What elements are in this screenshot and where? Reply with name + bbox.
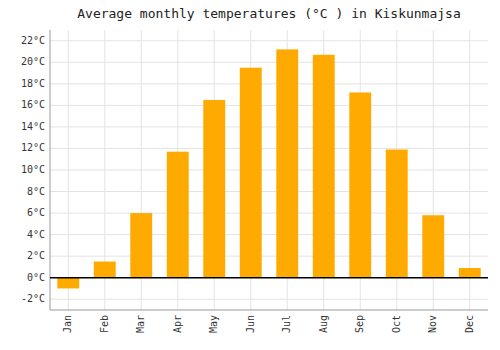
y-tick-label: 2°C	[27, 250, 45, 261]
x-tick-label: Aug	[318, 315, 329, 333]
y-tick-label: 16°C	[21, 99, 45, 110]
bar	[313, 55, 335, 278]
y-grid-line	[50, 277, 488, 278]
x-tick-label: Dec	[464, 315, 475, 333]
bar	[459, 268, 481, 278]
bar	[386, 150, 408, 278]
y-grid-line	[50, 62, 488, 63]
y-tick-label: 18°C	[21, 78, 45, 89]
chart-container: Average monthly temperatures (°C ) in Ki…	[0, 0, 500, 350]
x-tick-label: Jul	[281, 315, 292, 333]
y-tick-label: 8°C	[27, 186, 45, 197]
y-tick-label: 6°C	[27, 207, 45, 218]
y-tick-label: 4°C	[27, 229, 45, 240]
x-tick-label: Jun	[245, 315, 256, 333]
bar	[130, 213, 152, 278]
y-axis-line	[50, 30, 51, 310]
bar	[422, 215, 444, 277]
y-grid-line	[50, 191, 488, 192]
y-tick-label: 0°C	[27, 272, 45, 283]
y-grid-line	[50, 105, 488, 106]
y-grid-line	[50, 213, 488, 214]
chart-svg: Average monthly temperatures (°C ) in Ki…	[0, 0, 500, 350]
bar	[203, 100, 225, 278]
bar	[240, 68, 262, 278]
y-grid-line	[50, 299, 488, 300]
y-tick-label: 10°C	[21, 164, 45, 175]
y-tick-label: 12°C	[21, 142, 45, 153]
y-grid-line	[50, 83, 488, 84]
x-tick-label: Jan	[62, 315, 73, 333]
y-tick-label: -2°C	[21, 293, 45, 304]
bar	[167, 152, 189, 278]
x-tick-label: Feb	[99, 315, 110, 333]
y-tick-label: 14°C	[21, 121, 45, 132]
title: Average monthly temperatures (°C ) in Ki…	[77, 6, 461, 21]
bar	[57, 278, 79, 289]
x-tick-label: Oct	[391, 315, 402, 333]
y-grid-line	[50, 148, 488, 149]
y-grid-line	[50, 40, 488, 41]
x-tick-label: May	[208, 315, 219, 333]
zero-line	[50, 277, 488, 279]
x-tick-labels: Jan Feb Mar Apr May Jun Jul Aug Sep Oct Nov Dec	[62, 315, 475, 333]
x-grid-line	[68, 30, 69, 310]
x-tick-label: Sep	[354, 315, 365, 333]
y-tick-label: 20°C	[21, 56, 45, 67]
x-tick-label: Nov	[427, 315, 438, 333]
y-tick-label: 22°C	[21, 35, 45, 46]
x-tick-label: Mar	[135, 315, 146, 333]
grid	[50, 30, 488, 310]
x-tick-label: Apr	[172, 315, 183, 333]
y-grid-line	[50, 126, 488, 127]
y-grid-line	[50, 170, 488, 171]
x-axis-line	[50, 310, 488, 311]
bar	[349, 92, 371, 277]
bars	[50, 49, 488, 288]
bar	[94, 262, 116, 278]
bar	[276, 49, 298, 277]
y-tick-labels: -2°C 0°C 2°C 4°C 6°C 8°C 10°C 12°C 14°C 16°C 18°C 2…	[21, 35, 45, 304]
